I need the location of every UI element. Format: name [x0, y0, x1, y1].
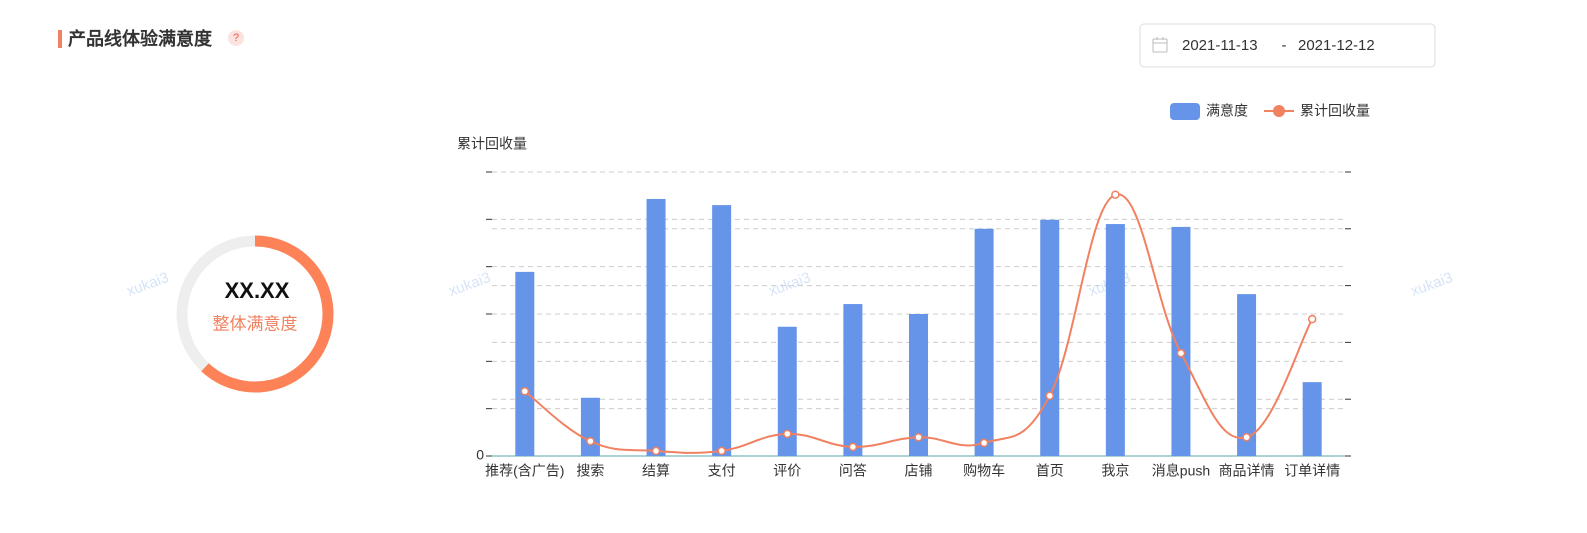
line-point: [1176, 348, 1186, 358]
bar: [1040, 219, 1060, 456]
gauge-value: XX.XX: [225, 278, 290, 303]
watermark: xukai3: [767, 269, 814, 300]
bar: [712, 205, 732, 456]
legend-label: 累计回收量: [1300, 103, 1370, 119]
title-accent: [58, 30, 62, 48]
y-axis-title: 累计回收量: [457, 136, 527, 152]
gauge-arc: [201, 235, 334, 393]
legend-swatch: [1273, 105, 1285, 117]
x-tick-label: 支付: [708, 463, 736, 479]
date-start[interactable]: 2021-11-13: [1182, 37, 1258, 54]
gauge-label: 整体满意度: [213, 314, 298, 333]
watermark: xukai3: [447, 269, 494, 300]
date-separator: -: [1282, 37, 1287, 54]
bar: [646, 198, 666, 457]
line-point: [651, 446, 661, 456]
line-point: [979, 438, 989, 448]
bar: [909, 314, 928, 456]
line-point: [520, 386, 530, 396]
line-point: [1045, 391, 1054, 401]
line-point: [783, 429, 792, 439]
line-point: [1111, 190, 1120, 199]
title: 产品线体验满意度: [68, 28, 213, 49]
bar: [777, 326, 797, 456]
x-tick-label: 首页: [1036, 463, 1064, 479]
x-tick-label: 问答: [839, 463, 867, 479]
x-tick-label: 搜索: [576, 463, 604, 479]
x-tick-label: 我京: [1101, 463, 1129, 479]
x-tick-label: 商品详情: [1219, 463, 1275, 479]
bar: [1237, 294, 1257, 456]
line-point: [1242, 433, 1251, 442]
line-point: [848, 442, 858, 452]
date-end[interactable]: 2021-12-12: [1298, 37, 1375, 54]
x-tick-label: 消息push: [1152, 463, 1210, 479]
date-picker[interactable]: [1139, 23, 1436, 68]
line-point: [914, 433, 923, 442]
line-point: [586, 436, 595, 446]
watermark: xukai3: [125, 269, 172, 300]
help-icon[interactable]: ?: [233, 32, 239, 44]
x-tick-label: 订单详情: [1284, 463, 1340, 479]
line-point: [1307, 314, 1317, 324]
bar: [843, 304, 863, 456]
bar: [515, 271, 535, 456]
bar: [580, 397, 600, 456]
x-tick-label: 结算: [642, 463, 670, 479]
x-tick-label: 推荐(含广告): [485, 463, 564, 479]
calendar-icon: [1152, 37, 1168, 53]
legend-swatch: [1170, 103, 1200, 120]
line-point: [717, 446, 726, 456]
bar: [974, 228, 994, 456]
y-tick-label: 0: [476, 447, 484, 463]
bar: [1171, 226, 1191, 456]
legend-label: 满意度: [1206, 103, 1248, 119]
x-tick-label: 评价: [773, 463, 801, 479]
bar: [1302, 382, 1322, 456]
help-icon-bg[interactable]: [228, 30, 244, 46]
x-tick-label: 购物车: [963, 463, 1005, 479]
watermark: xukai3: [1409, 269, 1456, 300]
bar: [1105, 224, 1125, 456]
x-tick-label: 店铺: [905, 463, 933, 479]
